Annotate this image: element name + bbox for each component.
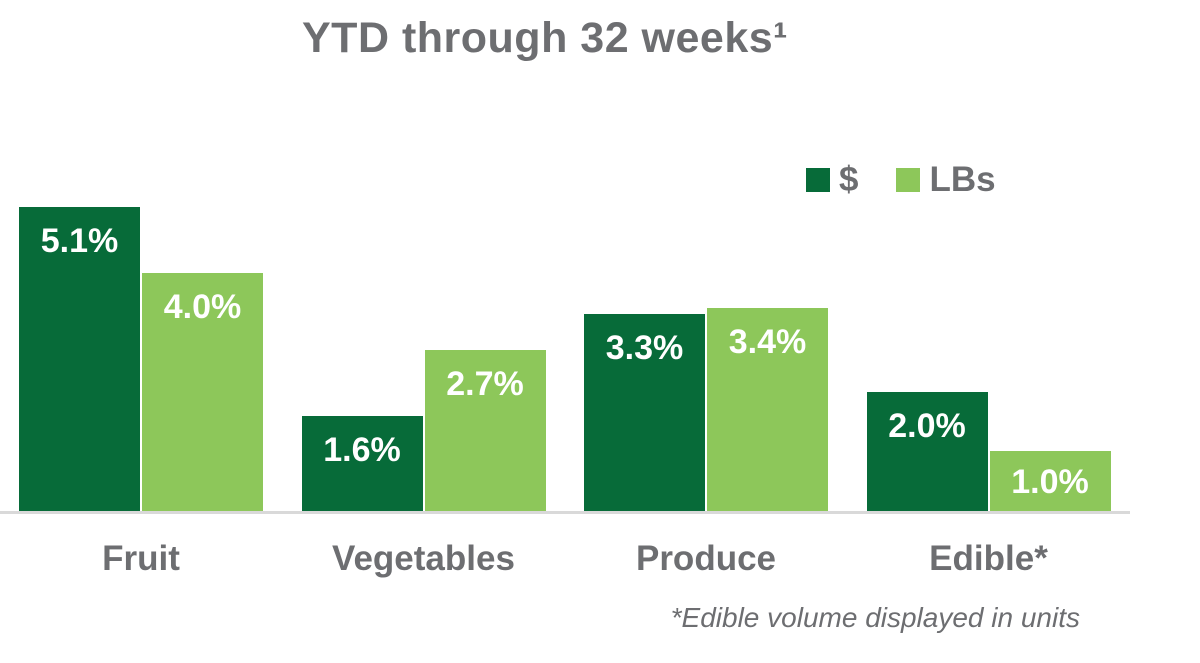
legend-label: $ [839, 160, 859, 199]
x-axis-line [0, 511, 1130, 514]
category-axis: Fruit Vegetables Produce Edible* [0, 539, 1200, 579]
bar-value-label: 2.0% [888, 407, 966, 445]
bar-value-label: 1.0% [1011, 463, 1089, 501]
legend-swatch-icon [806, 167, 830, 192]
bar-edible-dollars: 2.0% [866, 392, 988, 511]
legend-item-dollars: $ [806, 162, 858, 197]
chart-legend: $ LBs [806, 162, 996, 197]
bar-edible-lbs: 1.0% [989, 451, 1111, 511]
category-label-produce: Produce [635, 539, 777, 578]
chart-title: YTD through 32 weeks¹ [302, 14, 788, 62]
bar-fruit-dollars: 5.1% [19, 207, 140, 511]
category-label-fruit: Fruit [102, 539, 180, 578]
bar-value-label: 2.7% [446, 365, 524, 403]
category-label-vegetables: Vegetables [332, 539, 515, 578]
bar-value-label: 3.4% [728, 323, 807, 361]
bar-value-label: 3.3% [605, 329, 684, 367]
bar-vegetables-lbs: 2.7% [424, 350, 546, 511]
plot-area: 5.1% 4.0% 1.6% 2.7% 3.3% 3.4% 2.0% 1.0% [0, 150, 1200, 511]
legend-item-lbs: LBs [896, 160, 996, 199]
bar-fruit-lbs: 4.0% [142, 273, 263, 511]
bar-produce-lbs: 3.4% [707, 308, 828, 511]
bar-value-label: 1.6% [323, 431, 401, 469]
bar-value-label: 5.1% [40, 222, 119, 260]
bar-produce-dollars: 3.3% [584, 314, 705, 511]
footnote: *Edible volume displayed in units [670, 602, 1080, 633]
legend-label: LBs [929, 160, 996, 199]
bar-value-label: 4.0% [163, 288, 242, 326]
bar-vegetables-dollars: 1.6% [301, 416, 423, 511]
category-label-edible: Edible* [929, 539, 1048, 578]
legend-swatch-icon [896, 167, 921, 192]
